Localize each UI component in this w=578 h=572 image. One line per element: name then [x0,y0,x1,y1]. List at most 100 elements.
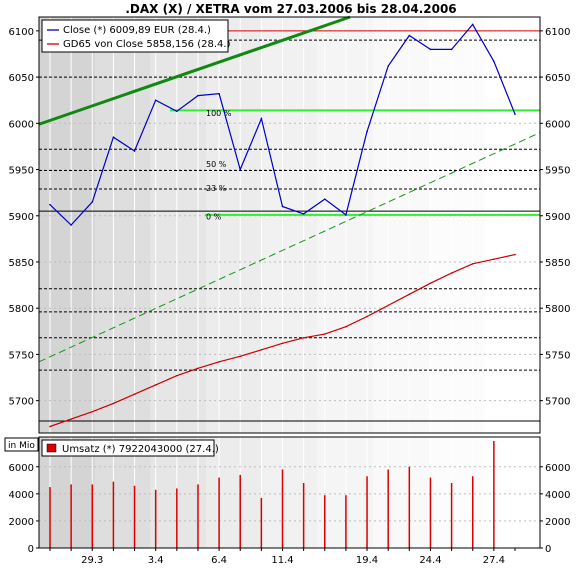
price-tick-label-left: 5950 [9,166,34,177]
x-tick-label: 29.3 [81,555,103,566]
close-series-point [514,113,516,115]
price-bg-band [373,17,430,433]
volume-panel-frame [38,436,541,549]
gd65-series-point [429,282,432,285]
gd65-series-point [450,272,453,274]
gd65-series-point [218,361,220,363]
price-tick-label-right: 5950 [545,166,570,177]
volume-bg-band [484,437,541,548]
close-series-point [112,136,115,138]
volume-bar [218,477,220,548]
volume-bar [493,441,495,548]
gd65-series-point [302,336,305,339]
gd65-series-point [260,349,263,351]
close-series-point [133,150,136,152]
close-series-point [91,201,94,203]
price-legend: Close (*) 6009,89 EUR (28.4.) GD65 von C… [41,19,231,53]
gd65-series-point [281,342,284,345]
price-legend-box [41,19,229,53]
close-series-point [154,99,157,101]
price-tick-label-right: 5800 [545,304,570,315]
close-series-point [323,198,326,200]
gd65-series-point [366,315,368,318]
volume-axis-right: 0 2000 4000 6000 [540,463,570,555]
price-tick-label-right: 6000 [545,119,570,130]
gd65-series-point [387,304,389,307]
gd65-series-point [176,374,178,377]
volume-bg-band [206,437,263,548]
volume-bg-band [428,437,485,548]
price-bg-band [261,17,318,433]
volume-tick-label-right: 0 [545,544,551,555]
price-tick-label-right: 5700 [545,397,570,408]
volume-bar [91,484,94,548]
price-tick-label-left: 5800 [9,304,34,315]
close-series-point [471,23,474,26]
gd65-series-point [493,258,495,261]
volume-bar [281,469,284,548]
x-tick-label: 11.4 [271,555,293,566]
close-series-point [70,224,72,226]
volume-legend: Umsatz (*) 7922043000 (27.4.) [41,439,219,457]
x-tick-label: 3.4 [148,555,164,566]
gd65-series-point [408,293,411,296]
chart-title: .DAX (X) / XETRA vom 27.03.2006 bis 28.0… [125,2,456,16]
close-series-point [366,130,368,133]
price-tick-label-left: 5750 [9,350,34,361]
price-bg-band [206,17,263,433]
close-series-point [429,48,432,51]
price-axis-left: 5700 5750 5800 5850 5900 5950 6000 6050 6100 [9,27,39,408]
volume-axis-left: 0 2000 4000 6000 [9,463,39,555]
volume-bar [239,474,241,548]
volume-bar [260,497,263,548]
volume-bar [408,466,411,548]
gd65-series-point [197,367,199,370]
close-series-point [176,110,178,113]
volume-unit-box [4,437,39,452]
price-tick-label-right: 6050 [545,73,570,84]
volume-bar [387,469,389,548]
legend-label-umsatz: Umsatz (*) 7922043000 (27.4.) [62,444,219,455]
close-series-point [302,213,305,215]
price-tick-label-left: 6050 [9,73,34,84]
close-series-point [218,92,220,95]
gd65-series-point [471,263,474,265]
price-bg-band [428,17,485,433]
fib-label: 0 % [206,212,222,221]
price-tick-label-right: 6100 [545,27,570,38]
close-series-point [49,203,51,206]
volume-unit-label: in Mio [8,441,35,451]
fibonacci-labels: 100 % 50 % 23 % 0 % [206,109,232,222]
price-tick-label-right: 5750 [545,350,570,361]
close-series-point [260,117,263,120]
volume-bar [154,489,157,548]
volume-legend-box [41,439,215,457]
gd65-series-point [239,355,242,358]
volume-bar [429,477,432,548]
legend-label-close: Close (*) 6009,89 EUR (28.4.) [63,25,211,36]
volume-bar [176,488,178,548]
x-tick-label: 27.4 [483,555,505,566]
volume-bar [197,484,199,548]
volume-bar [366,476,368,548]
gd65-series-point [154,384,157,386]
gd65-series-point [133,393,136,395]
price-tick-label-left: 6100 [9,27,34,38]
price-tick-label-right: 5900 [545,212,570,223]
fib-label: 50 % [206,160,227,169]
volume-bar [112,481,115,548]
volume-tick-label-right: 2000 [545,517,570,528]
volume-bg-band [373,437,430,548]
gd65-series-point [49,425,51,428]
close-series-point [281,205,284,208]
volume-tick-label-left: 4000 [9,490,34,501]
price-bg-band [94,17,151,433]
gd65-series-point [514,253,516,256]
volume-bar [471,476,474,548]
legend-label-gd65: GD65 von Close 5858,156 (28.4.) [63,39,231,50]
volume-bars [49,441,495,548]
volume-bar [324,495,326,548]
price-tick-label-left: 6000 [9,119,34,130]
dashed-trendline [38,132,541,363]
